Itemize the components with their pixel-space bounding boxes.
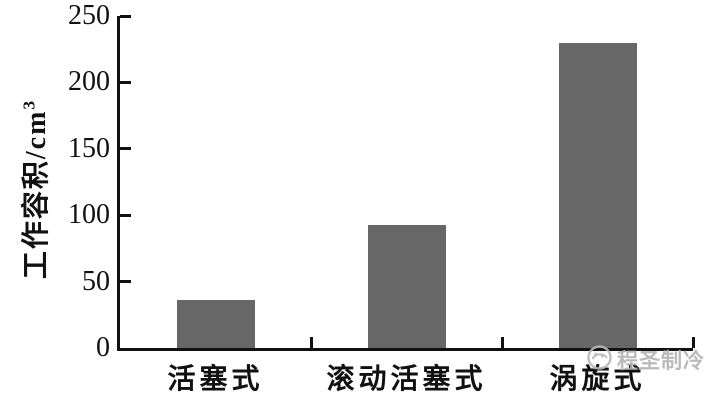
x-category-label-3: 涡旋式	[549, 364, 646, 395]
y-axis-tick-label-0: 0	[96, 332, 110, 363]
y-axis-tick-label-150: 150	[68, 132, 110, 164]
y-axis-tick-150	[120, 147, 131, 151]
watermark: 程圣制冷	[586, 344, 705, 376]
watermark-text: 程圣制冷	[617, 349, 705, 373]
y-axis-tick-200	[120, 80, 131, 84]
y-axis-tick-label-200: 200	[68, 66, 110, 98]
swirl-logo-icon	[586, 344, 613, 376]
y-axis-tick-label-50: 50	[82, 265, 110, 297]
x-axis-tick-3	[691, 337, 695, 348]
bar-2	[367, 224, 446, 348]
y-axis-title-text: 工作容积/cm	[21, 109, 52, 280]
y-axis-tick-50	[120, 280, 131, 284]
x-category-label-2: 滚动活塞式	[326, 364, 487, 395]
y-axis-title: 工作容积/cm3	[14, 101, 54, 279]
x-axis-tick-1	[309, 337, 313, 348]
x-category-label-1: 活塞式	[167, 364, 264, 395]
y-axis-tick-label-100: 100	[68, 199, 110, 231]
bar-3	[558, 42, 637, 348]
plot-area: 0 50 100 150 200 250 活塞式 滚动活塞式 涡旋式	[68, 2, 695, 395]
x-axis-tick-2	[500, 337, 504, 348]
y-axis-tick-250	[120, 14, 131, 18]
y-axis-title-superscript: 3	[19, 100, 39, 110]
y-axis-tick-label-250: 250	[68, 0, 110, 31]
bar-1	[176, 300, 255, 348]
y-axis-tick-100	[120, 213, 131, 217]
